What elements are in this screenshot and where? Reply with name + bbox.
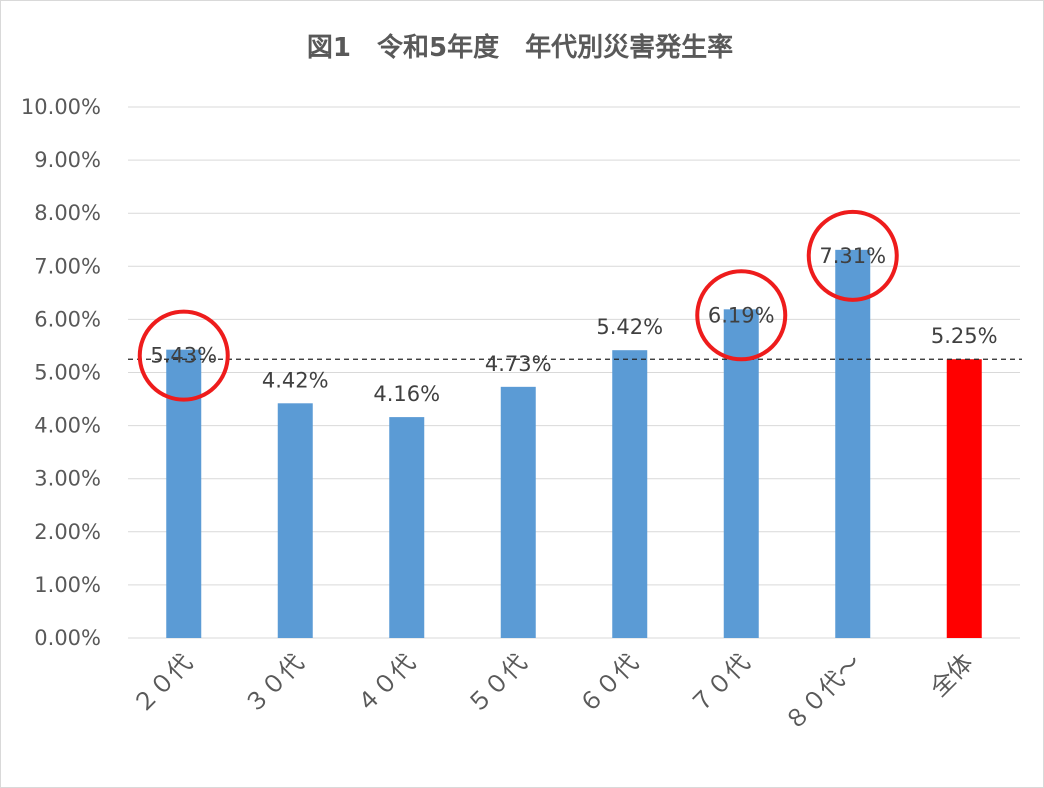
- y-tick-label: 1.00%: [34, 573, 101, 597]
- data-label: 7.31%: [819, 244, 886, 268]
- bar: [166, 349, 202, 638]
- x-tick-label: 全体: [925, 648, 979, 702]
- x-tick-label: ４０代: [350, 648, 421, 719]
- x-tick-label: ５０代: [462, 648, 533, 719]
- x-tick-label: ７０代: [685, 648, 756, 719]
- chart-title: 図1 令和5年度 年代別災害発生率: [307, 32, 733, 63]
- y-tick-label: 10.00%: [21, 95, 101, 119]
- highlight-circle: [695, 269, 788, 362]
- bar: [389, 417, 425, 638]
- x-tick-label: ８０代～: [779, 648, 867, 736]
- data-label: 4.73%: [485, 352, 552, 376]
- x-tick-label: ３０代: [239, 648, 310, 719]
- data-label: 4.42%: [262, 368, 329, 392]
- y-tick-label: 6.00%: [34, 307, 101, 331]
- data-label: 4.16%: [373, 382, 440, 406]
- bar: [835, 249, 871, 639]
- data-labels: 5.43% 4.42% 4.16% 4.73% 5.42% 6.19% 7.31% 5.25%: [150, 244, 997, 406]
- y-tick-label: 0.00%: [34, 626, 101, 650]
- y-tick-label: 5.00%: [34, 361, 101, 385]
- data-label: 5.25%: [931, 324, 998, 348]
- data-label: 6.19%: [708, 303, 775, 327]
- y-tick-label: 3.00%: [34, 467, 101, 491]
- y-tick-label: 4.00%: [34, 414, 101, 438]
- y-tick-label: 7.00%: [34, 254, 101, 278]
- bar: [612, 350, 648, 638]
- x-tick-label: ２０代: [127, 648, 198, 719]
- y-tick-label: 8.00%: [34, 201, 101, 225]
- y-tick-label: 2.00%: [34, 520, 101, 544]
- highlight-circle: [806, 209, 899, 302]
- bar: [500, 386, 536, 638]
- bar: [723, 309, 759, 638]
- y-axis-tick-labels: 0.00% 1.00% 2.00% 3.00% 4.00% 5.00% 6.00% 7.00%…: [21, 95, 101, 650]
- bar: [277, 403, 313, 638]
- gridlines: [128, 106, 1020, 639]
- bars: [166, 249, 982, 639]
- x-tick-label: ６０代: [573, 648, 644, 719]
- x-axis-tick-labels: ２０代 ３０代 ４０代 ５０代 ６０代 ７０代 ８０代～ 全体: [127, 648, 978, 736]
- y-tick-label: 9.00%: [34, 148, 101, 172]
- data-label: 5.43%: [150, 344, 217, 368]
- highlight-circles: [137, 209, 899, 402]
- bar: [946, 359, 982, 638]
- highlight-circle: [137, 309, 230, 402]
- data-label: 5.42%: [596, 315, 663, 339]
